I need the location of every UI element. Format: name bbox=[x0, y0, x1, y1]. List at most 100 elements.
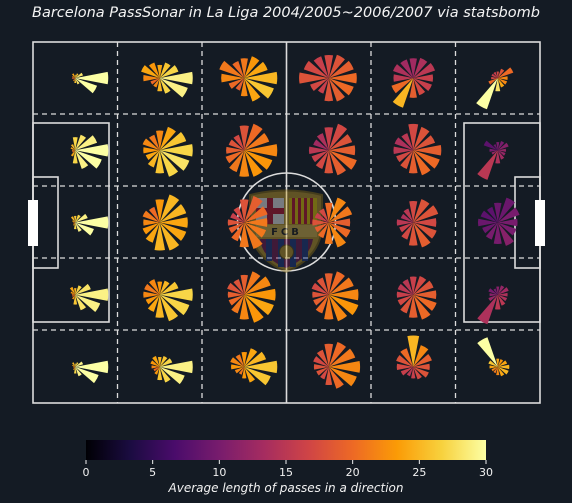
sonar-wedge bbox=[328, 206, 353, 223]
sonar-wedge bbox=[328, 222, 346, 248]
sonar-wedge bbox=[311, 150, 329, 163]
pass-sonars bbox=[69, 54, 520, 389]
sonar-wedge bbox=[159, 366, 171, 383]
sonar-wedge bbox=[397, 294, 414, 306]
sonar-wedge bbox=[400, 366, 414, 376]
sonar-wedge bbox=[400, 213, 414, 223]
sonar-wedge bbox=[225, 150, 245, 164]
pass-sonar bbox=[227, 196, 268, 249]
sonar-wedge bbox=[497, 218, 518, 227]
sonar-wedge bbox=[239, 294, 249, 320]
sonar-wedge bbox=[153, 366, 160, 372]
sonar-wedge bbox=[392, 64, 414, 79]
crest-band bbox=[256, 225, 317, 237]
sonar-wedge bbox=[325, 366, 333, 386]
pass-sonar bbox=[299, 54, 357, 102]
sonar-wedge bbox=[72, 220, 76, 223]
sonar-wedge bbox=[141, 65, 160, 79]
sonar-wedge bbox=[153, 78, 160, 88]
sonar-wedge bbox=[75, 222, 94, 236]
sonar-wedge bbox=[485, 222, 498, 240]
sonar-wedge bbox=[316, 349, 329, 367]
sonar-wedge bbox=[72, 73, 76, 79]
sonar-wedge bbox=[407, 335, 420, 367]
sonar-wedge bbox=[391, 78, 414, 94]
sonar-wedge bbox=[159, 360, 193, 374]
sonar-wedge bbox=[497, 140, 505, 151]
sonar-wedge bbox=[496, 286, 500, 295]
sonar-wedge bbox=[74, 222, 77, 230]
sonar-wedge bbox=[328, 78, 345, 102]
sonar-wedge bbox=[409, 78, 417, 98]
sonar-wedge bbox=[159, 150, 179, 177]
sonar-wedge bbox=[75, 150, 102, 169]
sonar-wedge bbox=[488, 78, 498, 85]
sonar-wedge bbox=[239, 222, 249, 248]
sonar-wedge bbox=[240, 78, 248, 97]
sonar-wedge bbox=[159, 358, 173, 367]
sonar-wedge bbox=[159, 281, 179, 295]
sonar-wedge bbox=[413, 222, 437, 239]
sonar-wedge bbox=[413, 276, 427, 295]
sonar-wedge bbox=[328, 277, 354, 295]
sonar-wedge bbox=[75, 285, 82, 295]
sonar-wedge bbox=[69, 286, 76, 295]
sonar-wedge bbox=[244, 222, 263, 249]
sonar-wedge bbox=[75, 150, 89, 169]
sonar-wedge bbox=[328, 294, 348, 322]
sonar-wedge bbox=[413, 63, 436, 79]
sonar-wedge bbox=[316, 277, 329, 295]
sonar-wedge bbox=[73, 366, 76, 368]
pass-sonar bbox=[150, 355, 193, 385]
sonar-wedge bbox=[244, 61, 268, 79]
sonar-wedge bbox=[328, 150, 346, 176]
sonar-wedge bbox=[496, 358, 500, 367]
sonar-wedge bbox=[150, 78, 160, 85]
sonar-wedge bbox=[497, 78, 505, 88]
sonar-wedge bbox=[74, 366, 77, 374]
sonar-wedge bbox=[482, 222, 498, 234]
sonar-wedge bbox=[489, 293, 498, 297]
sonar-wedge bbox=[239, 150, 250, 177]
sonar-wedge bbox=[147, 294, 160, 312]
crest-senyera bbox=[289, 198, 317, 224]
colorbar-ticks: 0 5 10 15 20 25 30 bbox=[83, 460, 493, 479]
sonar-wedge bbox=[157, 366, 163, 381]
sonar-wedge bbox=[413, 363, 430, 370]
sonar-wedge bbox=[73, 222, 76, 223]
sonar-wedge bbox=[310, 78, 329, 92]
sonar-wedge bbox=[75, 366, 99, 384]
pass-sonar bbox=[477, 197, 520, 246]
sonar-wedge bbox=[244, 366, 256, 383]
sonar-wedge bbox=[401, 133, 414, 151]
sonar-wedge bbox=[244, 218, 268, 227]
sonar-wedge bbox=[491, 366, 498, 372]
sonar-wedge bbox=[313, 139, 329, 151]
sonar-wedge bbox=[312, 291, 329, 298]
sonar-wedge bbox=[497, 366, 509, 375]
sonar-wedge bbox=[244, 360, 278, 374]
sonar-wedge bbox=[226, 146, 245, 154]
pass-sonar bbox=[225, 123, 278, 177]
sonar-wedge bbox=[493, 144, 498, 151]
sonar-wedge bbox=[303, 60, 329, 79]
sonar-wedge bbox=[477, 218, 498, 227]
sonar-wedge bbox=[159, 294, 179, 322]
sonar-wedge bbox=[144, 283, 160, 295]
sonar-wedge bbox=[244, 206, 268, 223]
sonar-wedge bbox=[244, 294, 264, 323]
chart-title: Barcelona PassSonar in La Liga 2004/2005… bbox=[32, 5, 540, 21]
sonar-wedge bbox=[72, 137, 78, 151]
pass-sonar bbox=[477, 337, 510, 377]
pass-sonar bbox=[70, 134, 109, 169]
pass-sonar bbox=[393, 123, 442, 176]
sonar-wedge bbox=[75, 134, 87, 151]
sonar-wedge bbox=[75, 366, 82, 377]
sonar-wedge bbox=[494, 202, 502, 223]
sonar-wedge bbox=[497, 76, 508, 80]
sonar-wedge bbox=[328, 294, 359, 316]
sonar-wedge bbox=[231, 364, 245, 370]
sonar-wedge bbox=[235, 78, 245, 91]
colorbar-tick-label: 10 bbox=[212, 466, 226, 479]
sonar-wedge bbox=[315, 150, 329, 169]
